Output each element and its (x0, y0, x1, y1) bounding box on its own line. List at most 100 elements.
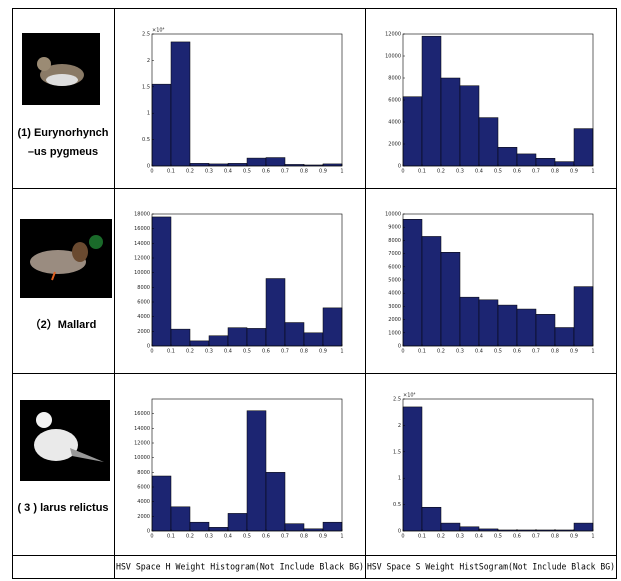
y-tick-label: 1.5 (393, 449, 401, 455)
y-tick-label: 2000 (388, 317, 401, 323)
y-tick-label: 10000 (134, 270, 150, 276)
bar (479, 529, 498, 531)
bar (479, 300, 498, 346)
y-tick-label: 2.5 (393, 397, 401, 403)
x-tick-label: 0.2 (437, 534, 445, 540)
x-tick-label: 0.6 (513, 169, 521, 175)
bar (171, 329, 190, 346)
bar (266, 472, 285, 531)
axis-multiplier: ×10⁴ (152, 28, 165, 34)
y-tick-label: 8000 (137, 470, 150, 476)
y-tick-label: 6000 (388, 264, 401, 270)
x-tick-label: 0.9 (319, 169, 327, 175)
bar (460, 297, 479, 346)
bar (517, 154, 536, 166)
x-tick-label: 0.7 (281, 349, 289, 355)
y-tick-label: 14000 (134, 241, 150, 247)
bar (266, 158, 285, 166)
bar (304, 333, 323, 346)
y-tick-label: 8000 (388, 238, 401, 244)
axis-multiplier: ×10⁴ (403, 393, 416, 399)
x-tick-label: 0.5 (494, 534, 502, 540)
y-tick-label: 2000 (388, 142, 401, 148)
x-tick-label: 0.7 (532, 169, 540, 175)
bar (441, 523, 460, 531)
y-tick-label: 0.5 (393, 502, 401, 508)
bar (498, 305, 517, 346)
y-tick-label: 10000 (134, 455, 150, 461)
y-tick-label: 2000 (137, 514, 150, 520)
x-tick-label: 0.6 (262, 169, 270, 175)
bar (209, 527, 228, 531)
bar (422, 507, 441, 531)
bar (228, 513, 247, 531)
row-label: (1) Eurynorhynch (17, 127, 108, 139)
bar (266, 279, 285, 346)
x-tick-label: 0.5 (243, 349, 251, 355)
y-tick-label: 1.5 (142, 84, 150, 90)
bar (152, 476, 171, 531)
x-tick-label: 1 (591, 349, 594, 355)
bar (209, 164, 228, 166)
bar (460, 527, 479, 531)
y-tick-label: 5000 (388, 278, 401, 284)
y-tick-label: 1 (398, 476, 401, 482)
bar (441, 78, 460, 166)
x-tick-label: 0.6 (513, 349, 521, 355)
bar (574, 287, 593, 346)
x-tick-label: 0.3 (456, 349, 464, 355)
row-label: ( 3 ) larus relictus (17, 502, 108, 514)
y-tick-label: 6000 (388, 98, 401, 104)
x-tick-label: 0.3 (205, 534, 213, 540)
x-tick-label: 0.4 (224, 169, 232, 175)
bar (247, 411, 266, 531)
x-tick-label: 1 (340, 169, 343, 175)
x-tick-label: 0.3 (205, 169, 213, 175)
x-tick-label: 0.1 (418, 169, 426, 175)
x-tick-label: 0.1 (167, 534, 175, 540)
y-tick-label: 1000 (388, 330, 401, 336)
bar (171, 507, 190, 531)
x-tick-label: 0.6 (262, 349, 270, 355)
y-tick-label: 14000 (134, 426, 150, 432)
x-tick-label: 1 (591, 534, 594, 540)
x-tick-label: 0.4 (475, 534, 483, 540)
bar (304, 529, 323, 531)
bar (190, 163, 209, 166)
bar (403, 97, 422, 166)
bar (190, 522, 209, 531)
x-tick-label: 0.7 (281, 169, 289, 175)
bar (422, 36, 441, 166)
caption: HSV Space H Weight Histogram(Not Include… (116, 563, 364, 573)
y-tick-label: 8000 (137, 285, 150, 291)
bar (574, 523, 593, 531)
bar (209, 336, 228, 346)
bar (441, 252, 460, 346)
x-tick-label: 0 (150, 169, 153, 175)
bar (536, 158, 555, 166)
x-tick-label: 0.9 (570, 169, 578, 175)
x-tick-label: 0.2 (437, 349, 445, 355)
x-tick-label: 0.2 (186, 534, 194, 540)
x-tick-label: 0.6 (262, 534, 270, 540)
y-tick-label: 9000 (388, 225, 401, 231)
bar (323, 522, 342, 531)
x-tick-label: 1 (340, 534, 343, 540)
bar (403, 407, 422, 531)
x-tick-label: 1 (591, 169, 594, 175)
y-tick-label: 4000 (137, 314, 150, 320)
x-tick-label: 0.5 (494, 349, 502, 355)
bird-image (22, 33, 100, 105)
x-tick-label: 0.3 (205, 349, 213, 355)
x-tick-label: 0.2 (186, 349, 194, 355)
x-tick-label: 0 (150, 349, 153, 355)
y-tick-label: 16000 (134, 411, 150, 417)
x-tick-label: 0.1 (418, 534, 426, 540)
bar (498, 147, 517, 166)
y-tick-label: 6000 (137, 485, 150, 491)
x-tick-label: 0.2 (186, 169, 194, 175)
plot-frame (152, 214, 342, 346)
x-tick-label: 0.8 (300, 169, 308, 175)
x-tick-label: 0.8 (551, 169, 559, 175)
bar (152, 217, 171, 346)
